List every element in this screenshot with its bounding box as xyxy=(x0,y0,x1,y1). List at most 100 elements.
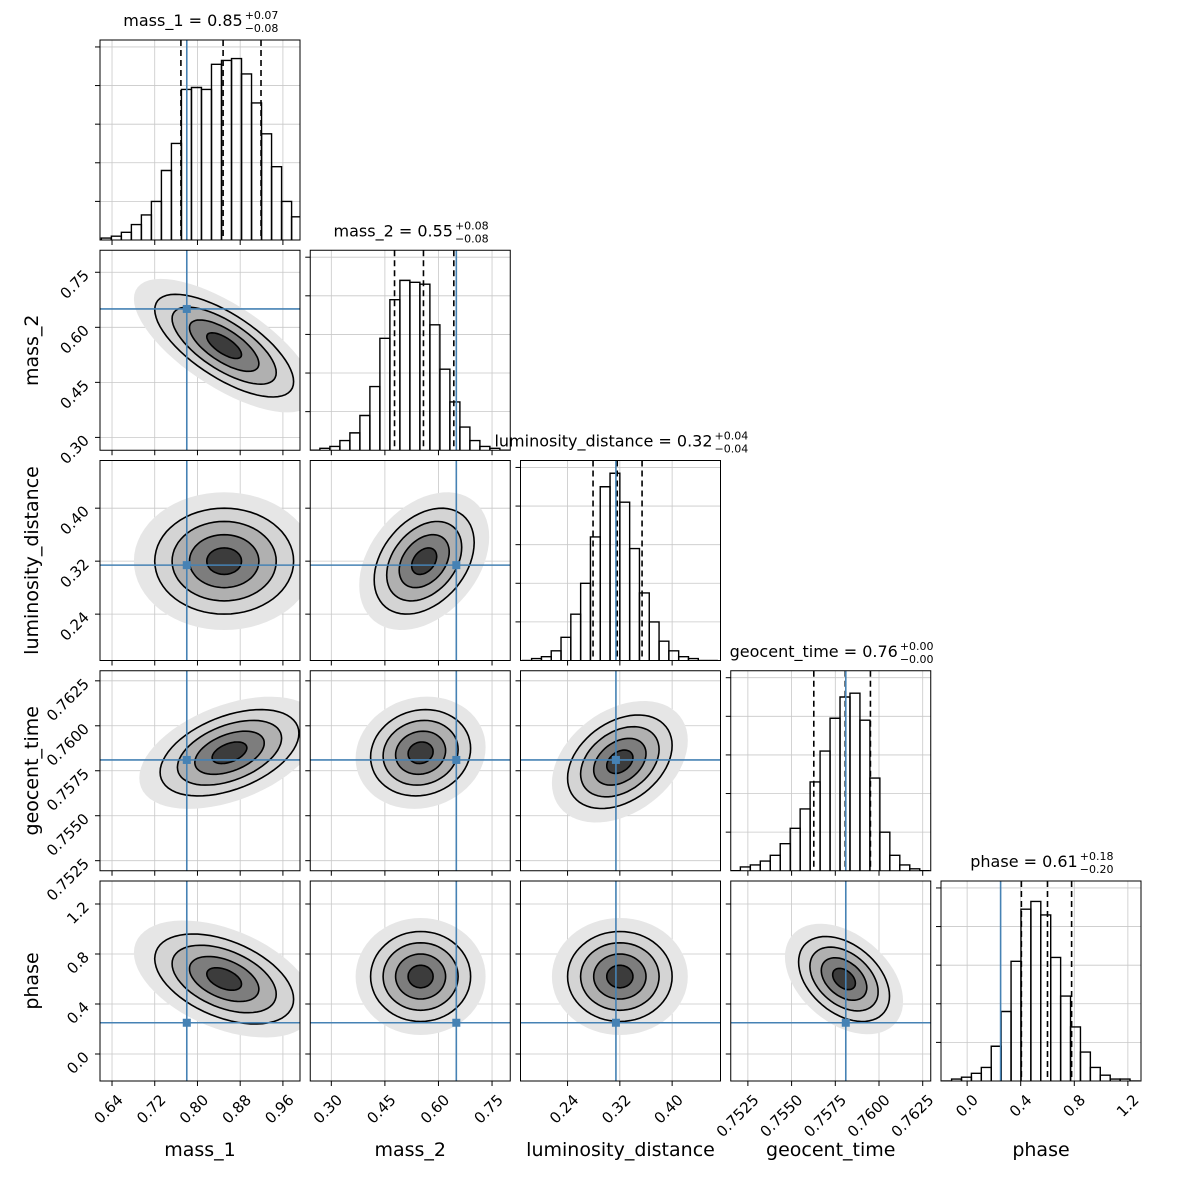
histogram-bin xyxy=(140,214,153,240)
x-tick-label: 0.0 xyxy=(952,1091,982,1121)
histogram-bin xyxy=(648,621,660,661)
panel-title: geocent_time = 0.76 xyxy=(730,642,898,662)
truth-marker xyxy=(452,561,461,570)
y-tick-label: 0.75 xyxy=(56,266,92,302)
contour-line xyxy=(797,935,891,1023)
y-tick-label: 0.7625 xyxy=(43,675,93,725)
contour-line xyxy=(592,737,647,786)
panel-area xyxy=(310,670,511,871)
histogram-bin xyxy=(980,1066,992,1081)
panel xyxy=(305,460,511,666)
histogram-bin xyxy=(359,414,371,451)
x-tick-label: 0.75 xyxy=(470,1091,506,1127)
histogram-bin xyxy=(628,547,641,661)
panel: geocent_time = 0.76 +0.00−0.00 xyxy=(725,640,934,876)
histogram-bin xyxy=(540,655,552,661)
x-tick-label: 0.80 xyxy=(176,1091,212,1127)
contour-line xyxy=(606,964,634,989)
histogram-bin xyxy=(819,750,831,871)
histogram-bin xyxy=(799,808,811,871)
x-axis-label: mass_2 xyxy=(374,1139,446,1161)
histogram-bin xyxy=(589,536,601,661)
x-tick-label: 0.7625 xyxy=(888,1091,938,1141)
panel-frame xyxy=(520,670,721,872)
y-tick-label: 0.0 xyxy=(63,1048,93,1078)
contour-line xyxy=(566,714,673,810)
y-tick-label: 0.4 xyxy=(63,998,93,1028)
histogram-bin xyxy=(439,368,451,451)
panel-area xyxy=(100,40,300,240)
x-tick-label: 0.7575 xyxy=(800,1091,850,1141)
truth-marker xyxy=(182,1018,191,1027)
panel-title: luminosity_distance = 0.32 xyxy=(494,432,712,452)
contour-line xyxy=(831,967,857,991)
histogram-bin xyxy=(210,63,223,240)
histogram-bin xyxy=(739,866,752,871)
truth-marker xyxy=(611,1018,620,1027)
panel-frame xyxy=(99,249,301,451)
panel xyxy=(95,249,301,456)
truth-marker xyxy=(611,755,620,764)
histogram-bin xyxy=(677,655,690,661)
contour-line xyxy=(592,953,647,1000)
x-tick-label: 0.60 xyxy=(417,1091,453,1127)
histogram-bin xyxy=(459,426,471,451)
y-tick-label: 0.45 xyxy=(56,376,92,412)
title-lower-error: −0.00 xyxy=(900,653,934,666)
histogram-bin xyxy=(399,279,411,451)
panel-area xyxy=(100,881,300,1081)
histogram-bin xyxy=(749,864,761,871)
x-axis-label: mass_1 xyxy=(164,1139,236,1161)
panel-frame xyxy=(520,880,721,1082)
y-axis-label: luminosity_distance xyxy=(21,466,43,655)
x-tick-label: 0.4 xyxy=(1006,1091,1036,1121)
y-axis-label: mass_2 xyxy=(21,314,43,386)
panel-title: mass_2 = 0.55 xyxy=(334,221,453,241)
y-tick-label: 0.7600 xyxy=(43,720,93,770)
panel-frame xyxy=(99,880,301,1082)
y-tick-label: 0.24 xyxy=(56,608,92,644)
panel-area xyxy=(520,670,721,871)
contour-line xyxy=(382,719,459,786)
panel-area xyxy=(310,460,511,661)
histogram-bin xyxy=(599,486,611,661)
panel-frame xyxy=(309,249,511,451)
x-tick-label: 0.72 xyxy=(133,1091,169,1127)
histogram-bin xyxy=(609,472,621,661)
contour-line xyxy=(153,933,295,1025)
contour-line xyxy=(176,719,283,786)
contour-line xyxy=(159,708,300,797)
panel: mass_1 = 0.85 +0.07−0.08 xyxy=(95,9,301,245)
panel-title: mass_1 = 0.85 xyxy=(123,11,242,31)
histogram-bin xyxy=(970,1072,983,1081)
histogram-bin xyxy=(339,439,351,451)
title-lower-error: −0.04 xyxy=(715,443,749,456)
contour-line xyxy=(171,944,278,1014)
histogram-bin xyxy=(489,447,501,451)
contour-line xyxy=(188,319,260,373)
histogram-bin xyxy=(668,650,680,661)
histogram-bin xyxy=(1050,956,1062,1081)
title-upper-error: +0.08 xyxy=(455,219,489,232)
histogram-bin xyxy=(849,692,861,871)
density-level xyxy=(206,547,242,575)
contour-line xyxy=(579,725,660,798)
histogram-bin xyxy=(990,1045,1002,1081)
truth-marker xyxy=(452,755,461,764)
x-tick-label: 0.7600 xyxy=(844,1091,894,1141)
y-tick-label: 0.7575 xyxy=(43,765,93,815)
x-tick-label: 1.2 xyxy=(1113,1091,1143,1121)
histogram-bin xyxy=(1119,1078,1131,1081)
panel xyxy=(305,880,511,1086)
panel-area xyxy=(100,460,300,661)
contour-line xyxy=(369,708,472,797)
histogram-bin xyxy=(687,657,699,661)
title-upper-error: +0.07 xyxy=(245,9,279,22)
contour-line xyxy=(205,967,243,991)
contour-line xyxy=(205,331,243,360)
panel xyxy=(515,880,721,1086)
panel-title: phase = 0.61 xyxy=(970,852,1077,871)
contour-line xyxy=(385,520,463,602)
histogram-bin xyxy=(419,283,431,451)
truth-marker xyxy=(452,1018,461,1027)
